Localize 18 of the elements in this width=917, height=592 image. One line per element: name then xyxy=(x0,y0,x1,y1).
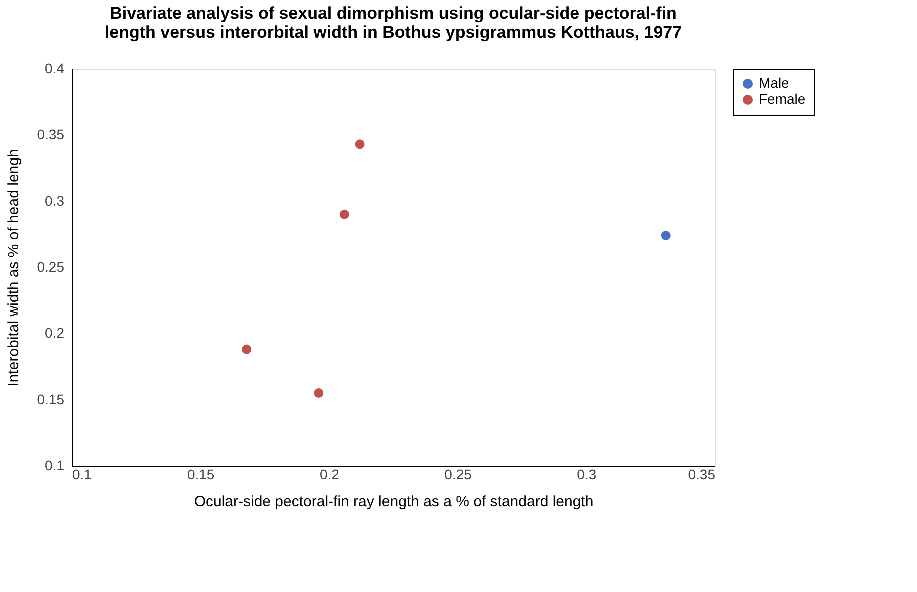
text: length versus interorbital width in Bothus ypsigrammus Kotthaus, 1977 xyxy=(104,23,682,42)
y-tick-label: 0.15 xyxy=(37,391,65,408)
y-tick-label: 0.2 xyxy=(45,325,65,342)
y-axis-title: Interobital width as % of head lengh xyxy=(5,149,22,387)
x-tick-label: 0.15 xyxy=(187,466,215,482)
x-tick-label: 0.1 xyxy=(72,466,92,482)
x-tick-label: 0.2 xyxy=(320,466,340,482)
y-tick-label: 0.25 xyxy=(37,259,65,275)
legend-label: Female xyxy=(759,91,806,107)
y-tick-label: 0.4 xyxy=(45,60,65,76)
x-tick-label: 0.35 xyxy=(688,466,716,482)
x-axis-title: Ocular-side pectoral-fin ray length as a % of standard length xyxy=(194,494,594,510)
y-tick-label: 0.3 xyxy=(45,192,65,209)
x-tick-label: 0.25 xyxy=(444,466,472,482)
x-tick-label: 0.3 xyxy=(577,466,597,482)
text: Bivariate analysis of sexual dimorphism using ocular-side pectoral-fin xyxy=(110,4,677,23)
legend-label: Male xyxy=(759,75,790,91)
y-tick-label: 0.35 xyxy=(37,126,65,143)
